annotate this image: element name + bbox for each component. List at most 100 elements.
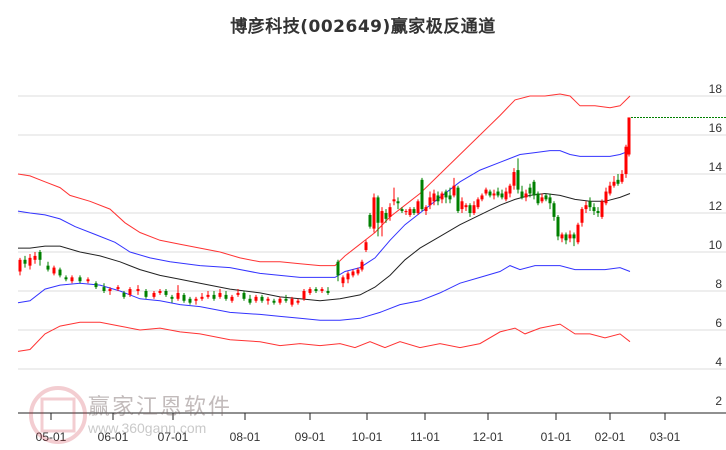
candle-down: [242, 292, 246, 299]
candle-down: [544, 195, 548, 200]
candle-up: [86, 279, 90, 282]
candle-up: [254, 296, 258, 301]
x-tick-label: 06-01: [98, 430, 129, 444]
candle-down: [170, 296, 174, 299]
candle-up: [200, 296, 204, 299]
candle-up: [372, 197, 376, 229]
candle-down: [520, 191, 524, 198]
candle-down: [552, 203, 556, 217]
candle-down: [102, 287, 106, 291]
candle-up: [206, 294, 210, 297]
candle-up: [460, 201, 464, 210]
y-tick-label: 4: [715, 355, 722, 369]
candle-up: [464, 205, 468, 208]
x-tick-label: 07-01: [158, 430, 189, 444]
x-axis: 05-01 06-01 07-01 08-01 09-01 10-01 11-01 12-01…: [18, 412, 726, 444]
candle-down: [396, 201, 400, 204]
outer-lower-line: [17, 321, 631, 352]
candle-up: [404, 211, 408, 213]
candle-up: [524, 193, 528, 198]
candle-up: [290, 298, 294, 305]
candle-down: [488, 191, 492, 196]
candle-up: [627, 117, 631, 155]
candle-down: [516, 170, 520, 190]
x-tick-label: 02-01: [595, 430, 626, 444]
x-tick-label: 12-01: [473, 430, 504, 444]
candle-down: [496, 191, 500, 196]
candle-up: [612, 181, 616, 186]
candle-up: [136, 289, 140, 291]
candle-down: [46, 265, 50, 270]
outer-upper-line: [17, 93, 631, 267]
candle-up: [392, 199, 396, 202]
candle-up: [266, 298, 270, 301]
candle-down: [420, 179, 424, 210]
candle-up: [568, 234, 572, 239]
candle-down: [248, 298, 252, 303]
candle-up: [452, 185, 456, 196]
candle-up: [600, 201, 604, 217]
candle-up: [194, 298, 198, 301]
candle-up: [492, 193, 496, 196]
candle-down: [78, 277, 82, 282]
candle-up: [351, 271, 355, 276]
candle-up: [360, 261, 364, 270]
candle-down: [122, 292, 126, 297]
candle-up: [278, 298, 282, 303]
candle-down: [556, 216, 560, 237]
candle-up: [128, 289, 132, 295]
candle-up: [508, 185, 512, 194]
candle-down: [376, 197, 380, 223]
chart-title: 博彦科技(002649)赢家极反通道: [230, 17, 496, 37]
candle-down: [182, 294, 186, 301]
candle-down: [58, 269, 62, 276]
candle-up: [476, 199, 480, 208]
candle-up: [560, 234, 564, 239]
candle-down: [412, 209, 416, 213]
watermark-url: www.360gann.com: [88, 420, 207, 436]
watermark-brand: 赢家江恩软件: [88, 395, 233, 420]
candle-down: [64, 277, 68, 280]
candle-down: [188, 298, 192, 303]
candle-down: [564, 234, 568, 241]
x-tick-label: 08-01: [230, 430, 261, 444]
candle-up: [580, 209, 584, 223]
candle-down: [528, 187, 532, 194]
candle-down: [536, 193, 540, 204]
x-tick-label: 10-01: [352, 430, 383, 444]
candle-up: [512, 172, 516, 186]
candle-up: [176, 292, 180, 299]
candle-up: [440, 193, 444, 200]
candle-down: [164, 291, 168, 295]
middle-line: [18, 192, 631, 302]
candle-up: [308, 289, 312, 293]
y-tick-label: 6: [715, 316, 722, 330]
candle-up: [70, 277, 74, 282]
candle-up: [408, 209, 412, 215]
candle-down: [532, 181, 536, 196]
y-axis-labels: 2 4 6 8 10 12 14 16 18: [709, 82, 723, 408]
y-tick-label: 2: [715, 394, 722, 408]
candle-up: [388, 207, 392, 217]
candle-up: [152, 292, 156, 297]
candle-up: [416, 201, 420, 213]
candle-up: [302, 291, 306, 299]
candle-up: [472, 205, 476, 213]
candle-down: [592, 207, 596, 212]
candle-up: [320, 289, 324, 291]
candle-down: [448, 195, 452, 200]
candle-up: [576, 224, 580, 243]
candle-up: [484, 189, 488, 194]
candle-up: [52, 267, 56, 274]
y-tick-label: 18: [709, 82, 723, 96]
candle-down: [596, 211, 600, 213]
candle-up: [108, 289, 112, 291]
candle-up: [584, 205, 588, 210]
candle-down: [94, 283, 98, 288]
y-tick-label: 14: [709, 160, 723, 174]
x-tick-label: 09-01: [295, 430, 326, 444]
candle-up: [432, 193, 436, 202]
channel-lines: [17, 93, 631, 352]
candle-down: [548, 197, 552, 204]
